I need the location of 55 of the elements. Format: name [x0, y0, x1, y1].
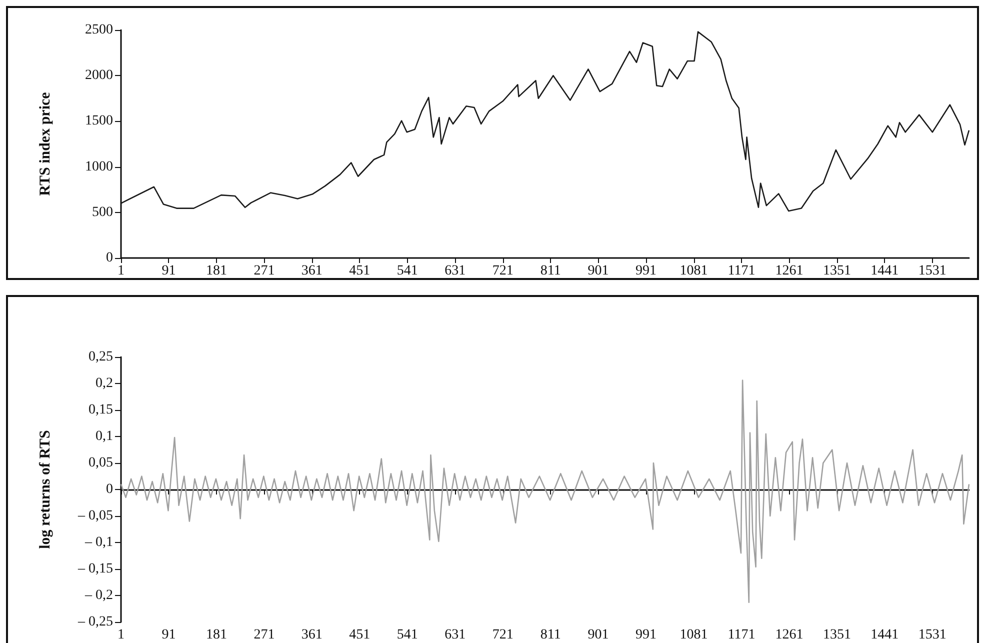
x-tick-label: 541: [396, 264, 418, 278]
y-axis-title: RTS index price: [38, 92, 54, 196]
x-tick-label: 361: [301, 628, 322, 642]
x-tick-label: 541: [396, 628, 418, 642]
x-tick-label: 451: [349, 628, 370, 642]
y-tick-label: 0: [106, 482, 113, 497]
x-tick-label: 1351: [822, 264, 851, 278]
x-tick-label: 1: [118, 628, 124, 642]
x-tick-label: 991: [636, 628, 657, 642]
y-tick-label: 2000: [85, 68, 113, 84]
x-tick-label: 91: [162, 628, 176, 642]
y-tick-label: 2500: [85, 22, 113, 38]
y-tick-label: 1500: [85, 114, 113, 129]
y-tick-label: – 0,05: [77, 508, 113, 524]
y-tick-label: – 0,25: [77, 614, 113, 630]
x-tick-label: 1261: [775, 628, 804, 642]
y-tick-label: – 0,2: [84, 588, 113, 603]
x-tick-label: 91: [162, 264, 176, 278]
x-tick-label: 1531: [918, 264, 946, 278]
y-axis-title: log returns of RTS: [38, 430, 54, 549]
x-tick-label: 181: [206, 628, 227, 642]
y-tick-label: 500: [92, 204, 113, 220]
x-tick-label: 1171: [728, 264, 756, 278]
x-tick-label: 1441: [870, 628, 899, 642]
x-tick-label: 451: [349, 264, 370, 278]
x-tick-label: 721: [492, 628, 514, 642]
y-tick-label: – 0,1: [84, 535, 113, 550]
x-tick-label: 721: [492, 264, 514, 278]
x-tick-label: 901: [588, 628, 609, 642]
x-tick-label: 1171: [728, 628, 756, 642]
y-tick-label: 0,2: [96, 376, 113, 391]
x-tick-label: 1081: [680, 264, 708, 278]
x-tick-label: 901: [588, 264, 609, 278]
x-tick-label: 631: [444, 628, 466, 642]
x-tick-label: 1531: [918, 628, 946, 642]
y-tick-label: 1000: [85, 159, 113, 174]
x-tick-label: 991: [636, 264, 657, 278]
x-tick-label: 631: [444, 264, 466, 278]
y-tick-label: 0,25: [88, 350, 113, 364]
y-tick-label: – 0,15: [77, 562, 113, 576]
y-tick-label: 0,05: [88, 456, 113, 470]
x-tick-label: 271: [254, 628, 275, 642]
x-tick-label: 361: [301, 264, 322, 278]
y-tick-label: 0: [106, 250, 113, 266]
x-tick-label: 811: [540, 264, 561, 278]
x-tick-label: 1: [118, 264, 124, 278]
x-tick-label: 181: [206, 264, 227, 278]
y-tick-label: 0,15: [88, 402, 113, 418]
x-tick-label: 1351: [822, 628, 851, 642]
x-tick-label: 1081: [680, 628, 708, 642]
y-tick-label: 0,1: [96, 429, 113, 444]
x-tick-label: 1261: [775, 264, 804, 278]
x-tick-label: 1441: [870, 264, 899, 278]
x-tick-label: 811: [540, 628, 561, 642]
x-tick-label: 271: [254, 264, 275, 278]
